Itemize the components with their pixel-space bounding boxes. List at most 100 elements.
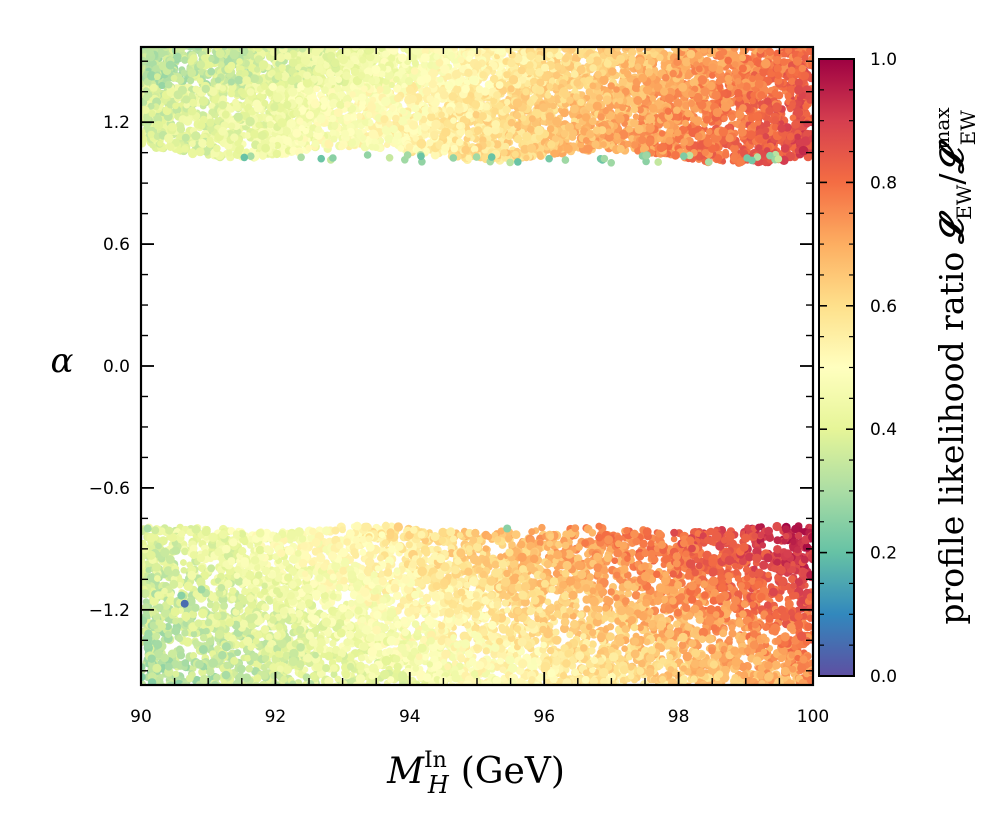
data-point-4323 [360, 134, 367, 141]
data-point-3881 [397, 145, 405, 152]
data-point-4241 [708, 72, 716, 79]
data-point-4902 [201, 84, 210, 94]
data-point-4985 [513, 111, 522, 120]
data-point-4894 [392, 114, 400, 123]
data-point-4991 [464, 68, 473, 78]
data-point-4531 [585, 56, 594, 65]
data-point-4705 [305, 144, 313, 152]
data-point-4618 [577, 98, 585, 107]
data-point-3915 [726, 83, 734, 91]
data-point-4923 [258, 60, 269, 70]
data-point-4845 [381, 50, 389, 58]
data-point-4478 [500, 149, 508, 157]
data-point-4727 [172, 102, 179, 110]
data-point-4937 [708, 63, 717, 72]
data-point-3493 [272, 149, 282, 159]
data-point-3883 [536, 151, 543, 158]
data-point-4974 [154, 73, 161, 81]
data-point-4889 [228, 122, 236, 130]
data-point-4980 [512, 98, 523, 108]
data-point-3174 [356, 112, 363, 120]
data-point-4641 [227, 78, 235, 86]
data-point-4172 [749, 97, 756, 105]
data-point-3729 [722, 151, 730, 159]
data-point-4554 [576, 65, 586, 74]
data-point-4640 [624, 140, 632, 148]
data-point-4990 [440, 64, 450, 74]
data-point-4520 [320, 97, 328, 105]
data-point-3760 [673, 98, 683, 108]
data-point-1027 [630, 40, 637, 47]
data-point-4948 [547, 140, 556, 149]
data-point-4600 [447, 51, 456, 60]
data-point-4976 [481, 87, 490, 96]
data-point-4969 [253, 103, 263, 113]
data-point-4780 [473, 126, 483, 135]
data-point-4592 [206, 139, 215, 148]
data-point-4752 [613, 132, 621, 141]
data-point-4880 [444, 81, 454, 91]
data-point-4815 [502, 105, 511, 114]
data-point-4786 [739, 54, 747, 62]
data-point-4812 [170, 74, 178, 82]
data-point-4519 [645, 137, 655, 147]
data-point-4053 [546, 83, 554, 90]
data-point-4630 [296, 117, 304, 125]
data-point-4992 [329, 115, 337, 123]
data-point-4580 [654, 47, 662, 52]
data-point-544 [587, 40, 594, 47]
data-point-4955 [752, 111, 763, 122]
data-point-4854 [182, 95, 191, 104]
data-point-4571 [273, 92, 283, 103]
data-point-4026 [198, 138, 207, 148]
data-point-4593 [261, 99, 269, 107]
data-point-4237 [472, 111, 480, 119]
data-point-3916 [411, 104, 420, 113]
data-point-4900 [426, 95, 434, 103]
data-point-4911 [461, 84, 470, 94]
data-point-4817 [158, 81, 166, 90]
data-point-4888 [479, 71, 487, 79]
data-point-4823 [498, 47, 506, 55]
data-point-4751 [404, 77, 414, 86]
data-point-3277 [384, 134, 394, 144]
data-point-4562 [173, 90, 183, 100]
data-point-4961 [526, 125, 535, 133]
data-point-4706 [757, 91, 766, 100]
data-point-4599 [208, 87, 218, 96]
data-point-4662 [594, 70, 602, 79]
data-point-4790 [431, 105, 439, 113]
data-point-4553 [514, 134, 523, 144]
data-point-4182 [665, 136, 674, 145]
data-point-4834 [342, 71, 351, 80]
data-point-4712 [672, 113, 680, 121]
data-point-4372 [448, 92, 458, 101]
data-point-4673 [187, 58, 195, 66]
data-point-4586 [388, 54, 396, 62]
data-point-3963 [393, 76, 400, 83]
data-point-3037 [445, 73, 452, 80]
data-point-4617 [717, 75, 726, 84]
data-point-4671 [367, 102, 377, 112]
data-point-4622 [181, 56, 189, 64]
data-point-4366 [250, 129, 259, 139]
data-point-4833 [465, 111, 473, 119]
data-point-4753 [511, 150, 519, 158]
data-point-4696 [358, 103, 366, 111]
data-point-4881 [619, 104, 626, 112]
data-point-4245 [227, 89, 236, 98]
data-point-4476 [763, 97, 772, 105]
data-point-4855 [603, 59, 612, 68]
data-point-4165 [662, 73, 670, 82]
data-point-4917 [493, 91, 501, 100]
data-point-3742 [595, 94, 604, 102]
data-point-4796 [541, 63, 549, 72]
data-point-4739 [506, 131, 513, 139]
data-point-3938 [563, 144, 573, 154]
data-point-4944 [389, 104, 397, 112]
data-point-3872 [648, 103, 658, 113]
data-point-4936 [560, 130, 569, 138]
data-point-3913 [803, 110, 811, 118]
data-point-4603 [258, 40, 264, 46]
data-point-4246 [376, 86, 384, 93]
